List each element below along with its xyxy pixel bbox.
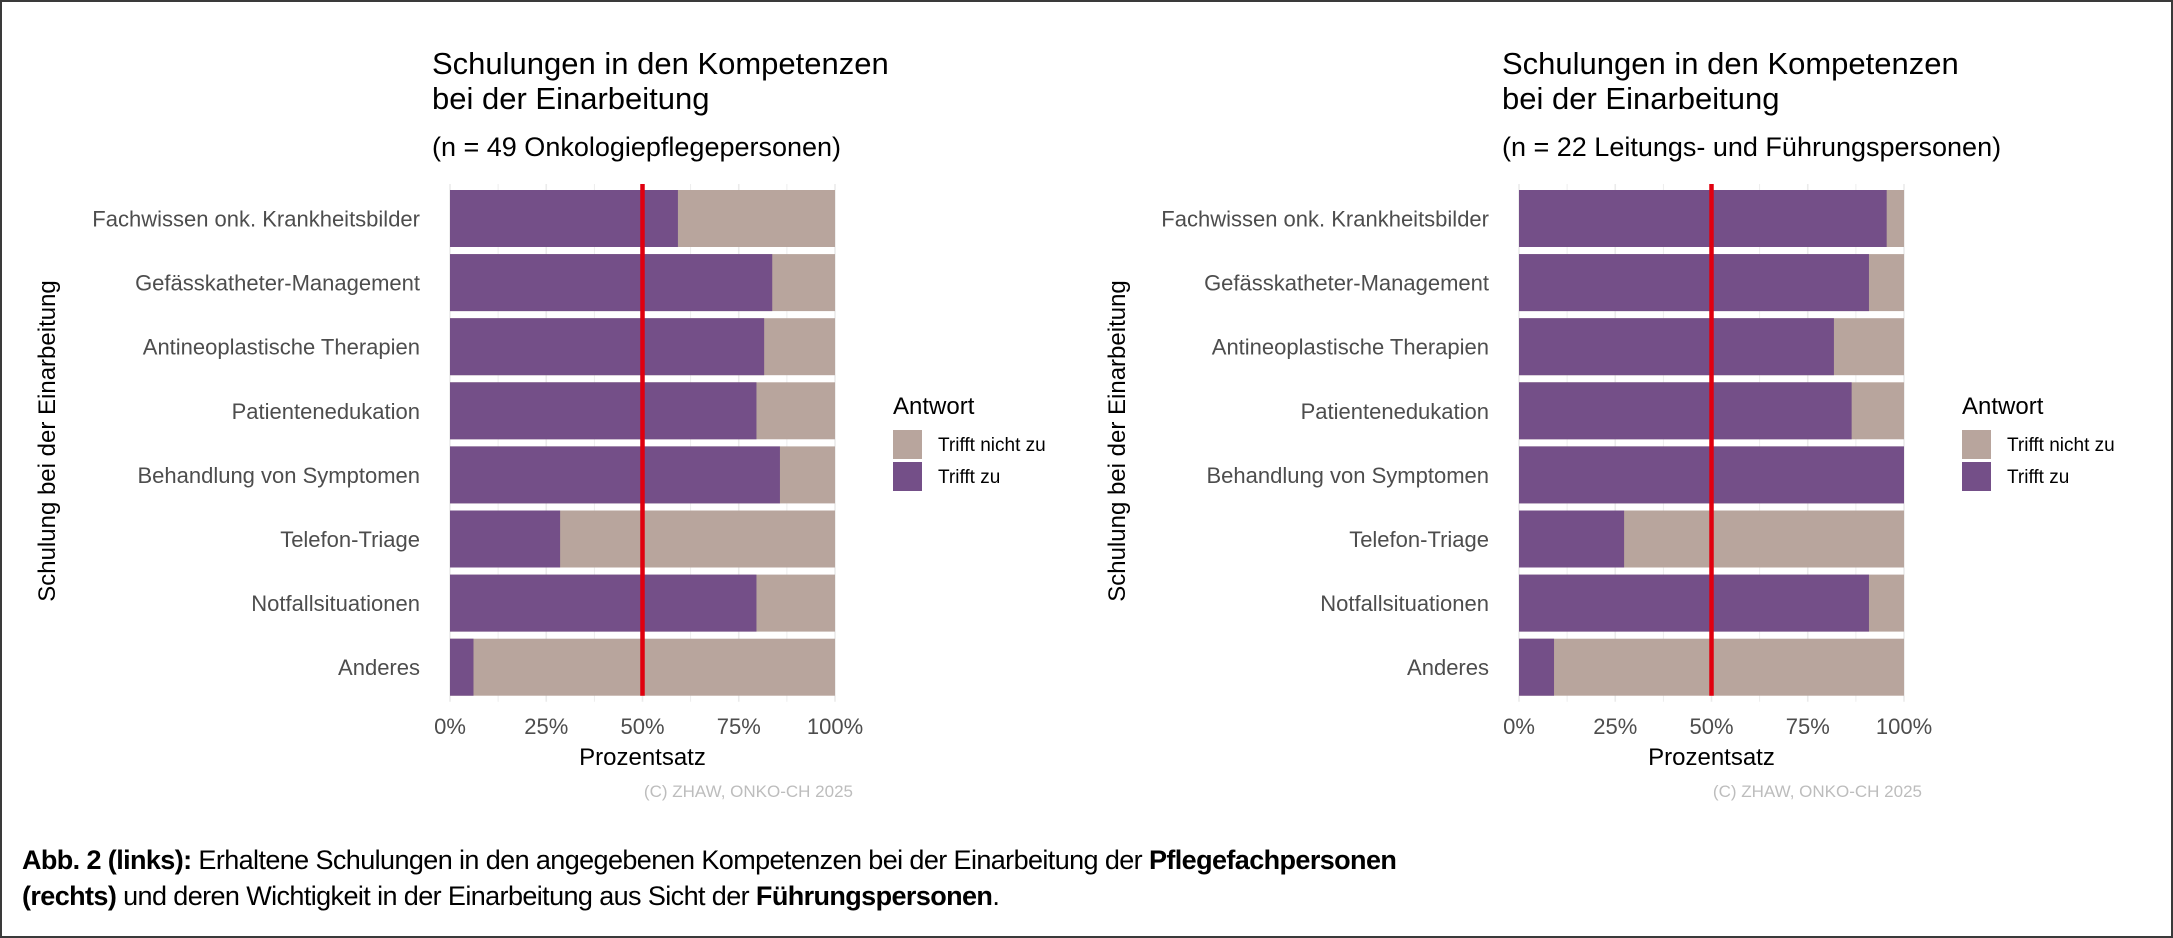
legend-swatch [893,462,922,491]
y-axis-title: Schulung bei der Einarbeitung [1104,280,1131,602]
category-label: Fachwissen onk. Krankheitsbilder [92,207,420,232]
x-tick-label: 25% [524,714,568,739]
copyright-note: (C) ZHAW, ONKO-CH 2025 [644,782,853,801]
caption-line-1: Abb. 2 (links): Erhaltene Schulungen in … [22,842,2122,878]
chart-title: Schulungen in den Kompetenzen bei der Ein… [432,46,889,116]
caption-emphasis-pflegefachpersonen: Pflegefachpersonen [1148,845,1397,875]
bar-trifft-zu [450,190,678,247]
category-label: Anderes [338,655,420,680]
caption-line-2: (rechts) und deren Wichtigkeit in der Ei… [22,878,2122,914]
chart-left-panel: Schulungen in den Kompetenzen bei der Ein… [34,46,1046,801]
category-label: Antineoplastische Therapien [1212,335,1489,360]
caption-end: . [992,881,1000,911]
caption-label-left: Abb. 2 (links): [22,845,192,875]
x-tick-label: 100% [807,714,863,739]
legend-swatch [1962,430,1991,459]
chart-title-line: bei der Einarbeitung [432,81,709,116]
legend-label: Trifft zu [2007,467,2069,488]
category-label: Behandlung von Symptomen [137,463,420,488]
category-label: Anderes [1407,655,1489,680]
bar-trifft-zu [1519,574,1869,632]
caption-text-1: Erhaltene Schulungen in den angegebenen … [191,845,1149,875]
caption-text-2: und deren Wichtigkeit in der Einarbeitun… [116,881,756,911]
bar-trifft-zu [1519,638,1555,696]
bar-trifft-zu [450,382,757,440]
bar-trifft-zu [1519,318,1834,376]
legend-swatch [1962,462,1991,491]
category-label: Patientenedukation [232,399,420,424]
caption-label-right: (rechts) [22,881,117,911]
category-label: Antineoplastische Therapien [143,335,420,360]
bar-trifft-zu [450,254,773,312]
category-label: Telefon-Triage [1349,527,1489,552]
chart-title-line: Schulungen in den Kompetenzen [1502,46,1959,81]
caption-emphasis-fuehrungspersonen: Führungspersonen [755,881,993,911]
bar-trifft-zu [450,446,780,504]
x-tick-label: 25% [1593,714,1637,739]
chart-subtitle: (n = 22 Leitungs- und Führungspersonen) [1502,132,2001,162]
legend-title: Antwort [1962,393,2044,420]
x-tick-label: 75% [717,714,761,739]
bar-trifft-zu [450,318,765,376]
legend-title: Antwort [893,393,975,420]
category-label: Gefässkatheter-Management [135,271,420,296]
x-tick-label: 100% [1876,714,1932,739]
bar-trifft-zu [1519,382,1852,440]
y-axis-title: Schulung bei der Einarbeitung [34,280,61,602]
bar-trifft-zu [450,574,757,632]
x-axis-title: Prozentsatz [1648,744,1775,771]
category-label: Patientenedukation [1301,399,1489,424]
x-axis-title: Prozentsatz [579,744,706,771]
chart-title-line: bei der Einarbeitung [1502,81,1779,116]
x-tick-label: 0% [1503,714,1535,739]
legend-label: Trifft nicht zu [2007,435,2115,456]
chart-title: Schulungen in den Kompetenzen bei der Ein… [1502,46,1959,116]
legend-label: Trifft nicht zu [938,435,1046,456]
bar-trifft-zu [450,510,561,568]
copyright-note: (C) ZHAW, ONKO-CH 2025 [1713,782,1922,801]
bar-trifft-zu [1519,254,1869,312]
x-tick-label: 50% [620,714,664,739]
bar-trifft-zu [1519,190,1887,247]
chart-subtitle: (n = 49 Onkologiepflegepersonen) [432,132,841,162]
category-label: Telefon-Triage [280,527,420,552]
x-tick-label: 50% [1689,714,1733,739]
chart-title-line: Schulungen in den Kompetenzen [432,46,889,81]
x-tick-label: 75% [1786,714,1830,739]
category-label: Fachwissen onk. Krankheitsbilder [1161,207,1489,232]
category-label: Notfallsituationen [251,591,420,616]
x-tick-label: 0% [434,714,466,739]
bar-trifft-zu [450,638,474,696]
bar-trifft-zu [1519,510,1625,568]
category-label: Notfallsituationen [1320,591,1489,616]
category-label: Gefässkatheter-Management [1204,271,1489,296]
category-label: Behandlung von Symptomen [1206,463,1489,488]
figure-caption: Abb. 2 (links): Erhaltene Schulungen in … [22,842,2122,914]
legend-label: Trifft zu [938,467,1000,488]
chart-right-panel: Schulungen in den Kompetenzen bei der Ein… [1104,46,2115,801]
legend-swatch [893,430,922,459]
